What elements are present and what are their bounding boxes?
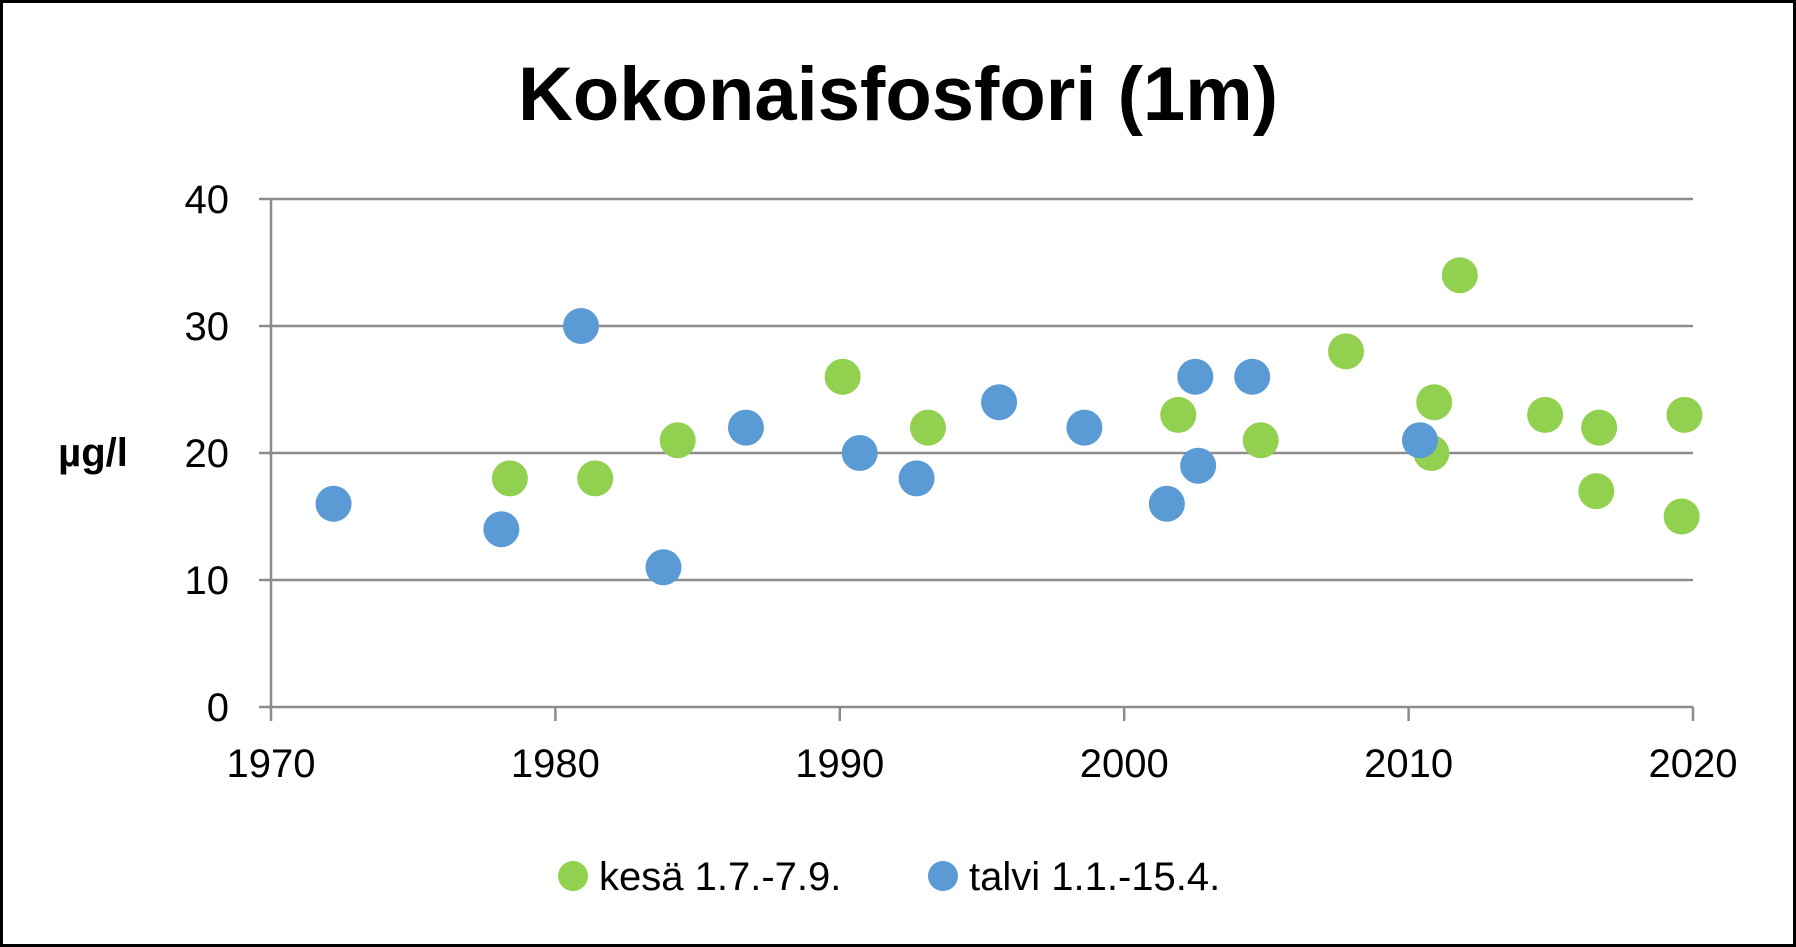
point-series-0-9 (1416, 384, 1453, 421)
point-series-1-2 (562, 308, 599, 344)
grid-lines (259, 197, 1693, 709)
point-series-1-4 (727, 409, 764, 446)
legend-label-0: kesä 1.7.-7.9. (599, 855, 841, 899)
y-axis-label: µg/l (58, 431, 128, 475)
data-points (315, 257, 1703, 586)
point-series-0-11 (1527, 396, 1564, 433)
point-series-1-7 (981, 384, 1018, 421)
y-tick-label: 20 (185, 432, 230, 476)
point-series-0-13 (1581, 409, 1618, 446)
point-series-0-12 (1578, 473, 1615, 510)
x-tick-label: 1980 (511, 742, 600, 786)
point-series-1-5 (841, 435, 878, 471)
point-series-1-3 (645, 549, 682, 586)
y-tick-label: 10 (185, 559, 230, 603)
chart-title: Kokonaisfosfori (1m) (518, 52, 1278, 137)
legend: kesä 1.7.-7.9. talvi 1.1.-15.4. (558, 855, 1220, 899)
legend-label-1: talvi 1.1.-15.4. (969, 855, 1220, 899)
scatter-chart: Kokonaisfosfori (1m) µg/l 0 10 20 30 40 1970 1… (58, 52, 1738, 899)
point-series-1-6 (898, 460, 935, 497)
axes (269, 199, 1695, 721)
point-series-1-1 (483, 511, 520, 548)
point-series-1-12 (1234, 358, 1271, 395)
legend-marker-1 (928, 861, 958, 891)
y-tick-label: 30 (185, 305, 230, 349)
point-series-0-1 (577, 460, 614, 497)
point-series-1-8 (1066, 409, 1103, 446)
point-series-0-3 (824, 358, 861, 395)
y-tick-label: 0 (207, 686, 229, 730)
legend-marker-0 (558, 861, 588, 891)
point-series-0-7 (1328, 333, 1365, 370)
point-series-1-10 (1177, 358, 1214, 395)
x-tick-label: 2000 (1080, 742, 1169, 786)
x-tick-label: 2020 (1649, 742, 1738, 786)
point-series-0-5 (1160, 396, 1197, 433)
x-tick-label: 2010 (1364, 742, 1453, 786)
point-series-1-11 (1180, 447, 1217, 484)
point-series-0-14 (1663, 498, 1700, 535)
point-series-1-0 (315, 485, 352, 522)
tick-labels: 0 10 20 30 40 1970 1980 1990 2000 2010 2020 (185, 178, 1738, 786)
point-series-0-15 (1666, 396, 1703, 433)
x-tick-label: 1970 (227, 742, 316, 786)
point-series-0-6 (1242, 422, 1279, 459)
point-series-0-2 (659, 422, 696, 459)
point-series-0-4 (909, 409, 946, 446)
y-tick-label: 40 (185, 178, 230, 222)
point-series-0-10 (1441, 257, 1478, 294)
x-tick-label: 1990 (795, 742, 884, 786)
point-series-0-0 (491, 460, 528, 497)
point-series-1-13 (1401, 422, 1438, 459)
point-series-1-9 (1148, 485, 1185, 522)
